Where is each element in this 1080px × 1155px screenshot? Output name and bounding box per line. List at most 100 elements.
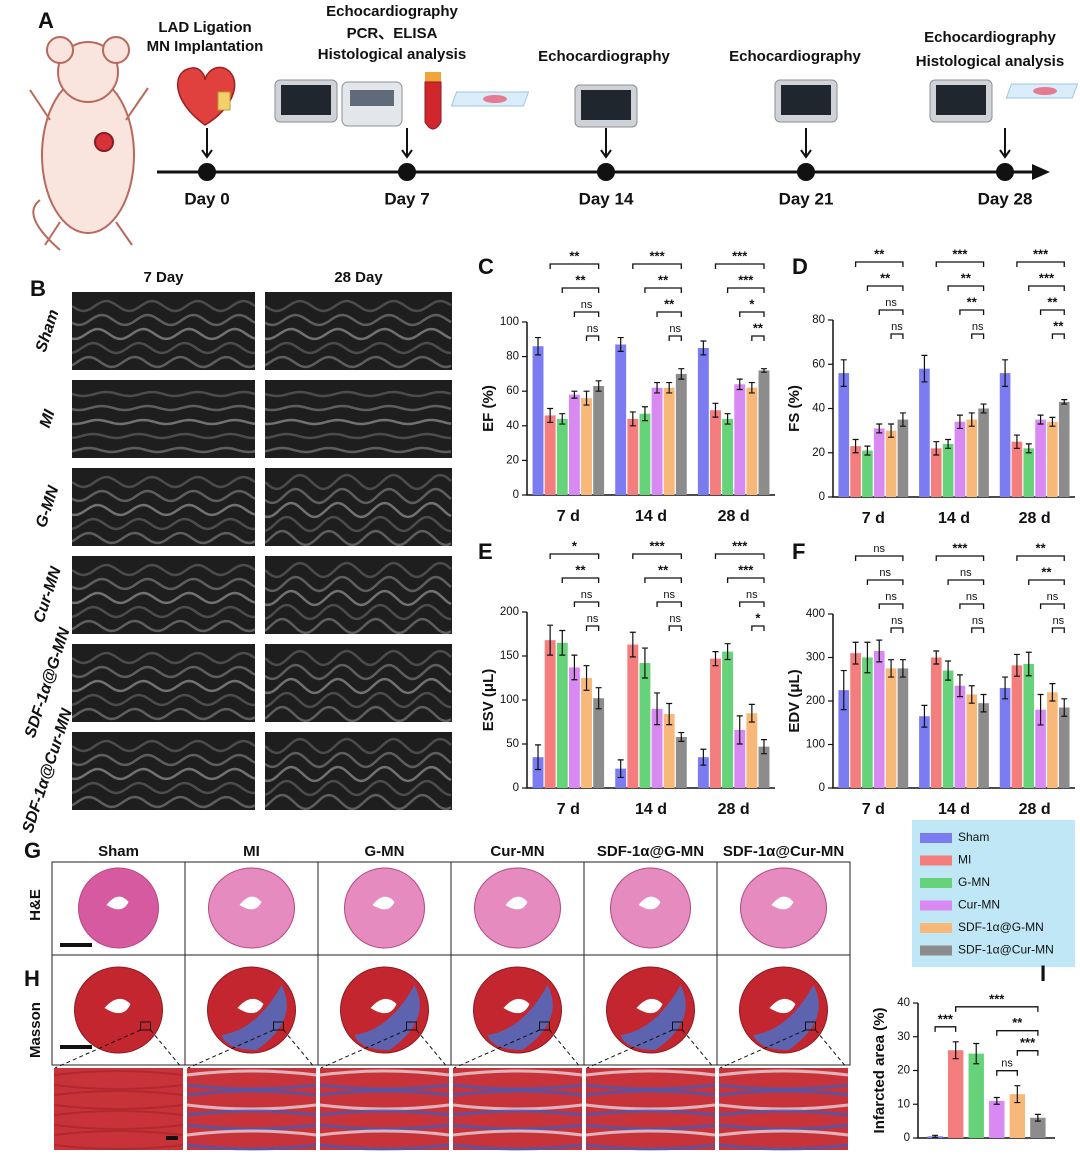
error-bar xyxy=(748,703,755,723)
error-bar xyxy=(595,380,602,392)
y-axis-label: FS (%) xyxy=(786,385,803,432)
significance-bracket xyxy=(656,311,682,317)
error-bar xyxy=(617,759,624,779)
significance-bracket xyxy=(714,553,765,559)
error-bar xyxy=(1002,359,1009,387)
significance-label: *** xyxy=(952,540,968,555)
significance-label: ** xyxy=(569,248,580,263)
significance-label: ns xyxy=(873,543,885,555)
bar xyxy=(1009,1094,1026,1138)
echo-trace xyxy=(71,327,256,341)
event-text: Echocardiography xyxy=(924,29,1056,46)
tissue-fiber xyxy=(53,1130,184,1136)
error-bar xyxy=(888,659,895,678)
panel-label: C xyxy=(478,254,494,279)
he-lumen xyxy=(239,896,262,910)
bar xyxy=(651,708,663,788)
panel-label: E xyxy=(478,539,493,564)
significance-label: ** xyxy=(967,294,978,309)
error-bar xyxy=(712,402,719,418)
tissue-fiber xyxy=(452,1103,583,1111)
masson-lumen xyxy=(370,998,397,1014)
significance-bracket xyxy=(668,625,682,631)
error-bar xyxy=(547,624,554,656)
significance-bracket xyxy=(1039,603,1065,609)
significance-label: ns xyxy=(669,323,681,335)
tissue-fiber xyxy=(186,1123,317,1131)
tissue-fiber xyxy=(319,1069,450,1077)
error-bar xyxy=(864,641,871,674)
significance-bracket xyxy=(549,553,600,559)
tissue-fiber xyxy=(186,1089,317,1097)
significance-bracket xyxy=(739,601,765,607)
bar xyxy=(746,387,758,495)
significance-label: *** xyxy=(1020,1035,1036,1050)
echo-trace xyxy=(264,446,452,454)
error-bar xyxy=(712,651,719,667)
echo-trace xyxy=(71,693,255,707)
zoom-line xyxy=(54,1029,183,1069)
tissue-fiber xyxy=(53,1110,184,1116)
echo-trace xyxy=(264,390,452,398)
row-label: G-MN xyxy=(33,484,63,530)
error-bar xyxy=(888,423,895,438)
y-axis-label: ESV (μL) xyxy=(480,669,497,732)
significance-label: ns xyxy=(972,615,984,627)
significance-label: ns xyxy=(885,297,897,309)
day-label: Day 7 xyxy=(384,189,429,208)
significance-label: *** xyxy=(989,991,1005,1006)
significance-label: ns xyxy=(1053,615,1065,627)
bar xyxy=(989,1100,1005,1138)
tissue-fiber xyxy=(585,1083,716,1091)
y-tick-label: 20 xyxy=(812,447,825,459)
significance-label: * xyxy=(755,610,761,625)
error-bar xyxy=(1061,698,1068,717)
echo-trace xyxy=(264,299,452,313)
bar xyxy=(1035,419,1046,497)
echo-trace xyxy=(264,691,452,709)
bar xyxy=(710,410,721,495)
error-bar xyxy=(980,693,987,713)
tissue-fiber xyxy=(53,1124,184,1130)
error-bar xyxy=(629,411,636,427)
tissue-fiber xyxy=(452,1129,583,1137)
tissue-fiber xyxy=(718,1123,849,1131)
significance-label: * xyxy=(572,538,578,553)
significance-bracket xyxy=(1028,285,1065,291)
echo-trace xyxy=(264,355,452,369)
error-bar xyxy=(876,639,883,663)
bar xyxy=(942,443,954,497)
echo-trace xyxy=(71,355,256,369)
bar xyxy=(968,1053,984,1138)
tissue-fiber xyxy=(186,1129,317,1137)
tissue-fiber xyxy=(452,1123,583,1131)
bar xyxy=(663,714,675,788)
tissue-fiber xyxy=(319,1123,450,1131)
zoom-box xyxy=(140,1021,151,1031)
tube-icon xyxy=(424,72,442,130)
significance-label: ** xyxy=(1012,1015,1023,1030)
bar xyxy=(697,347,709,495)
significance-bracket xyxy=(751,335,765,341)
error-bar xyxy=(678,731,685,742)
he-lumen xyxy=(106,896,129,910)
bar xyxy=(734,384,746,495)
tissue-fiber xyxy=(585,1109,716,1117)
error-bar xyxy=(945,438,952,449)
row-label: Masson xyxy=(27,1002,44,1058)
panel-label: D xyxy=(792,254,808,279)
masson-lumen xyxy=(237,998,264,1014)
bar xyxy=(1023,448,1035,497)
echo-image xyxy=(72,292,255,370)
bar xyxy=(1030,1117,1046,1138)
significance-label: ns xyxy=(879,567,891,579)
error-bar xyxy=(840,359,847,387)
bar xyxy=(919,368,930,497)
tissue-fiber xyxy=(585,1123,716,1131)
tissue-fiber xyxy=(186,1109,317,1117)
significance-label: ** xyxy=(753,320,764,335)
bar xyxy=(838,690,850,788)
error-bar xyxy=(1013,653,1020,677)
echo-trace xyxy=(71,313,256,327)
significance-label: ns xyxy=(891,321,903,333)
